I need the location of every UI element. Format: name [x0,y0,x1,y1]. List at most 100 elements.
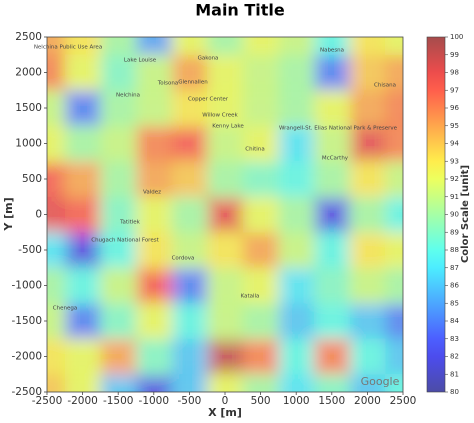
y-tick-label: -500 [18,244,42,256]
cell [47,374,66,392]
colorbar-tick-label: 82 [450,353,459,361]
cell [278,37,315,56]
cell [207,303,244,340]
cell [278,196,315,234]
cell [385,125,403,163]
cell [207,161,244,198]
cell [242,37,280,56]
x-tick-label: -1000 [139,395,170,407]
x-axis-label: X [m] [208,406,242,419]
colorbar-tick-label: 85 [450,299,459,307]
x-tick-label: 2000 [354,395,381,407]
map-label: Chenega [53,306,77,312]
cell [385,338,403,376]
map-label: Wrangell-St. Elias National Park & Prese… [279,126,398,132]
cell [64,267,102,305]
cell [207,196,244,234]
cell [64,374,102,392]
cell [64,196,102,234]
cell [100,125,137,163]
cell [278,125,315,163]
y-tick-label: -2500 [11,386,42,398]
map-label: Chitina [245,147,264,153]
colorbar-tick-label: 96 [450,104,459,112]
cell [64,161,102,198]
cell [314,161,351,198]
cell [207,232,244,269]
cell [314,232,351,269]
map-label: Lake Louise [124,58,157,64]
x-tick-label: 1000 [283,395,310,407]
cell [136,196,173,234]
cell [314,90,351,127]
cell [278,338,315,376]
y-tick-label: -1500 [11,315,42,327]
x-tick-label: 0 [222,395,229,407]
colorbar-tick-label: 94 [450,140,459,148]
map-label: Nelchina Public Use Area [34,45,102,51]
colorbar-tick-label: 97 [450,86,459,94]
cell [171,125,209,163]
cell [47,267,66,305]
cell [207,338,244,376]
cell [314,196,351,234]
colorbar-tick-label: 89 [450,228,459,236]
cell [278,161,315,198]
cell [100,90,137,127]
cell [242,196,280,234]
cell [136,267,173,305]
cell [100,374,137,392]
cell [278,303,315,340]
cell [385,90,403,127]
x-tick-label: 500 [251,395,271,407]
map-label: Nelchina [116,93,140,99]
y-tick-label: 2500 [15,31,42,43]
colorbar-tick-label: 99 [450,51,459,59]
cell [314,374,351,392]
cell [385,161,403,198]
cell [136,125,173,163]
x-tick-label: 1500 [318,395,345,407]
cell [64,90,102,127]
cell [100,161,137,198]
cell [64,338,102,376]
cell [100,338,137,376]
cell [47,196,66,234]
cell [171,54,209,92]
cell [385,374,403,392]
cell [314,125,351,163]
x-tick-label: -2500 [32,395,63,407]
cell [242,338,280,376]
map-label: Gakona [198,56,219,62]
y-tick-label: 2000 [15,67,42,79]
cell [242,161,280,198]
cell [136,232,173,269]
cell [171,232,209,269]
cell [64,303,102,340]
y-tick-label: 1500 [15,102,42,114]
cell [136,338,173,376]
cell [136,90,173,127]
cell [207,125,244,163]
map-label: Tolsona [157,81,178,87]
cell [242,374,280,392]
cell [100,54,137,92]
cell [278,232,315,269]
cell [64,232,102,269]
cell [171,338,209,376]
y-tick-label: 500 [22,173,42,185]
cell [349,303,387,340]
cell [349,37,387,56]
cell [349,232,387,269]
cell [64,37,102,56]
cell [207,37,244,56]
x-tick-label: -500 [177,395,201,407]
colorbar-tick-label: 92 [450,175,459,183]
cell [385,37,403,56]
chart-title: Main Title [195,1,285,20]
cell [100,232,137,269]
cell [314,267,351,305]
map-labels: Nelchina Public Use Area Lake Louise Gakon… [34,45,398,312]
cell [47,232,66,269]
cell [349,196,387,234]
